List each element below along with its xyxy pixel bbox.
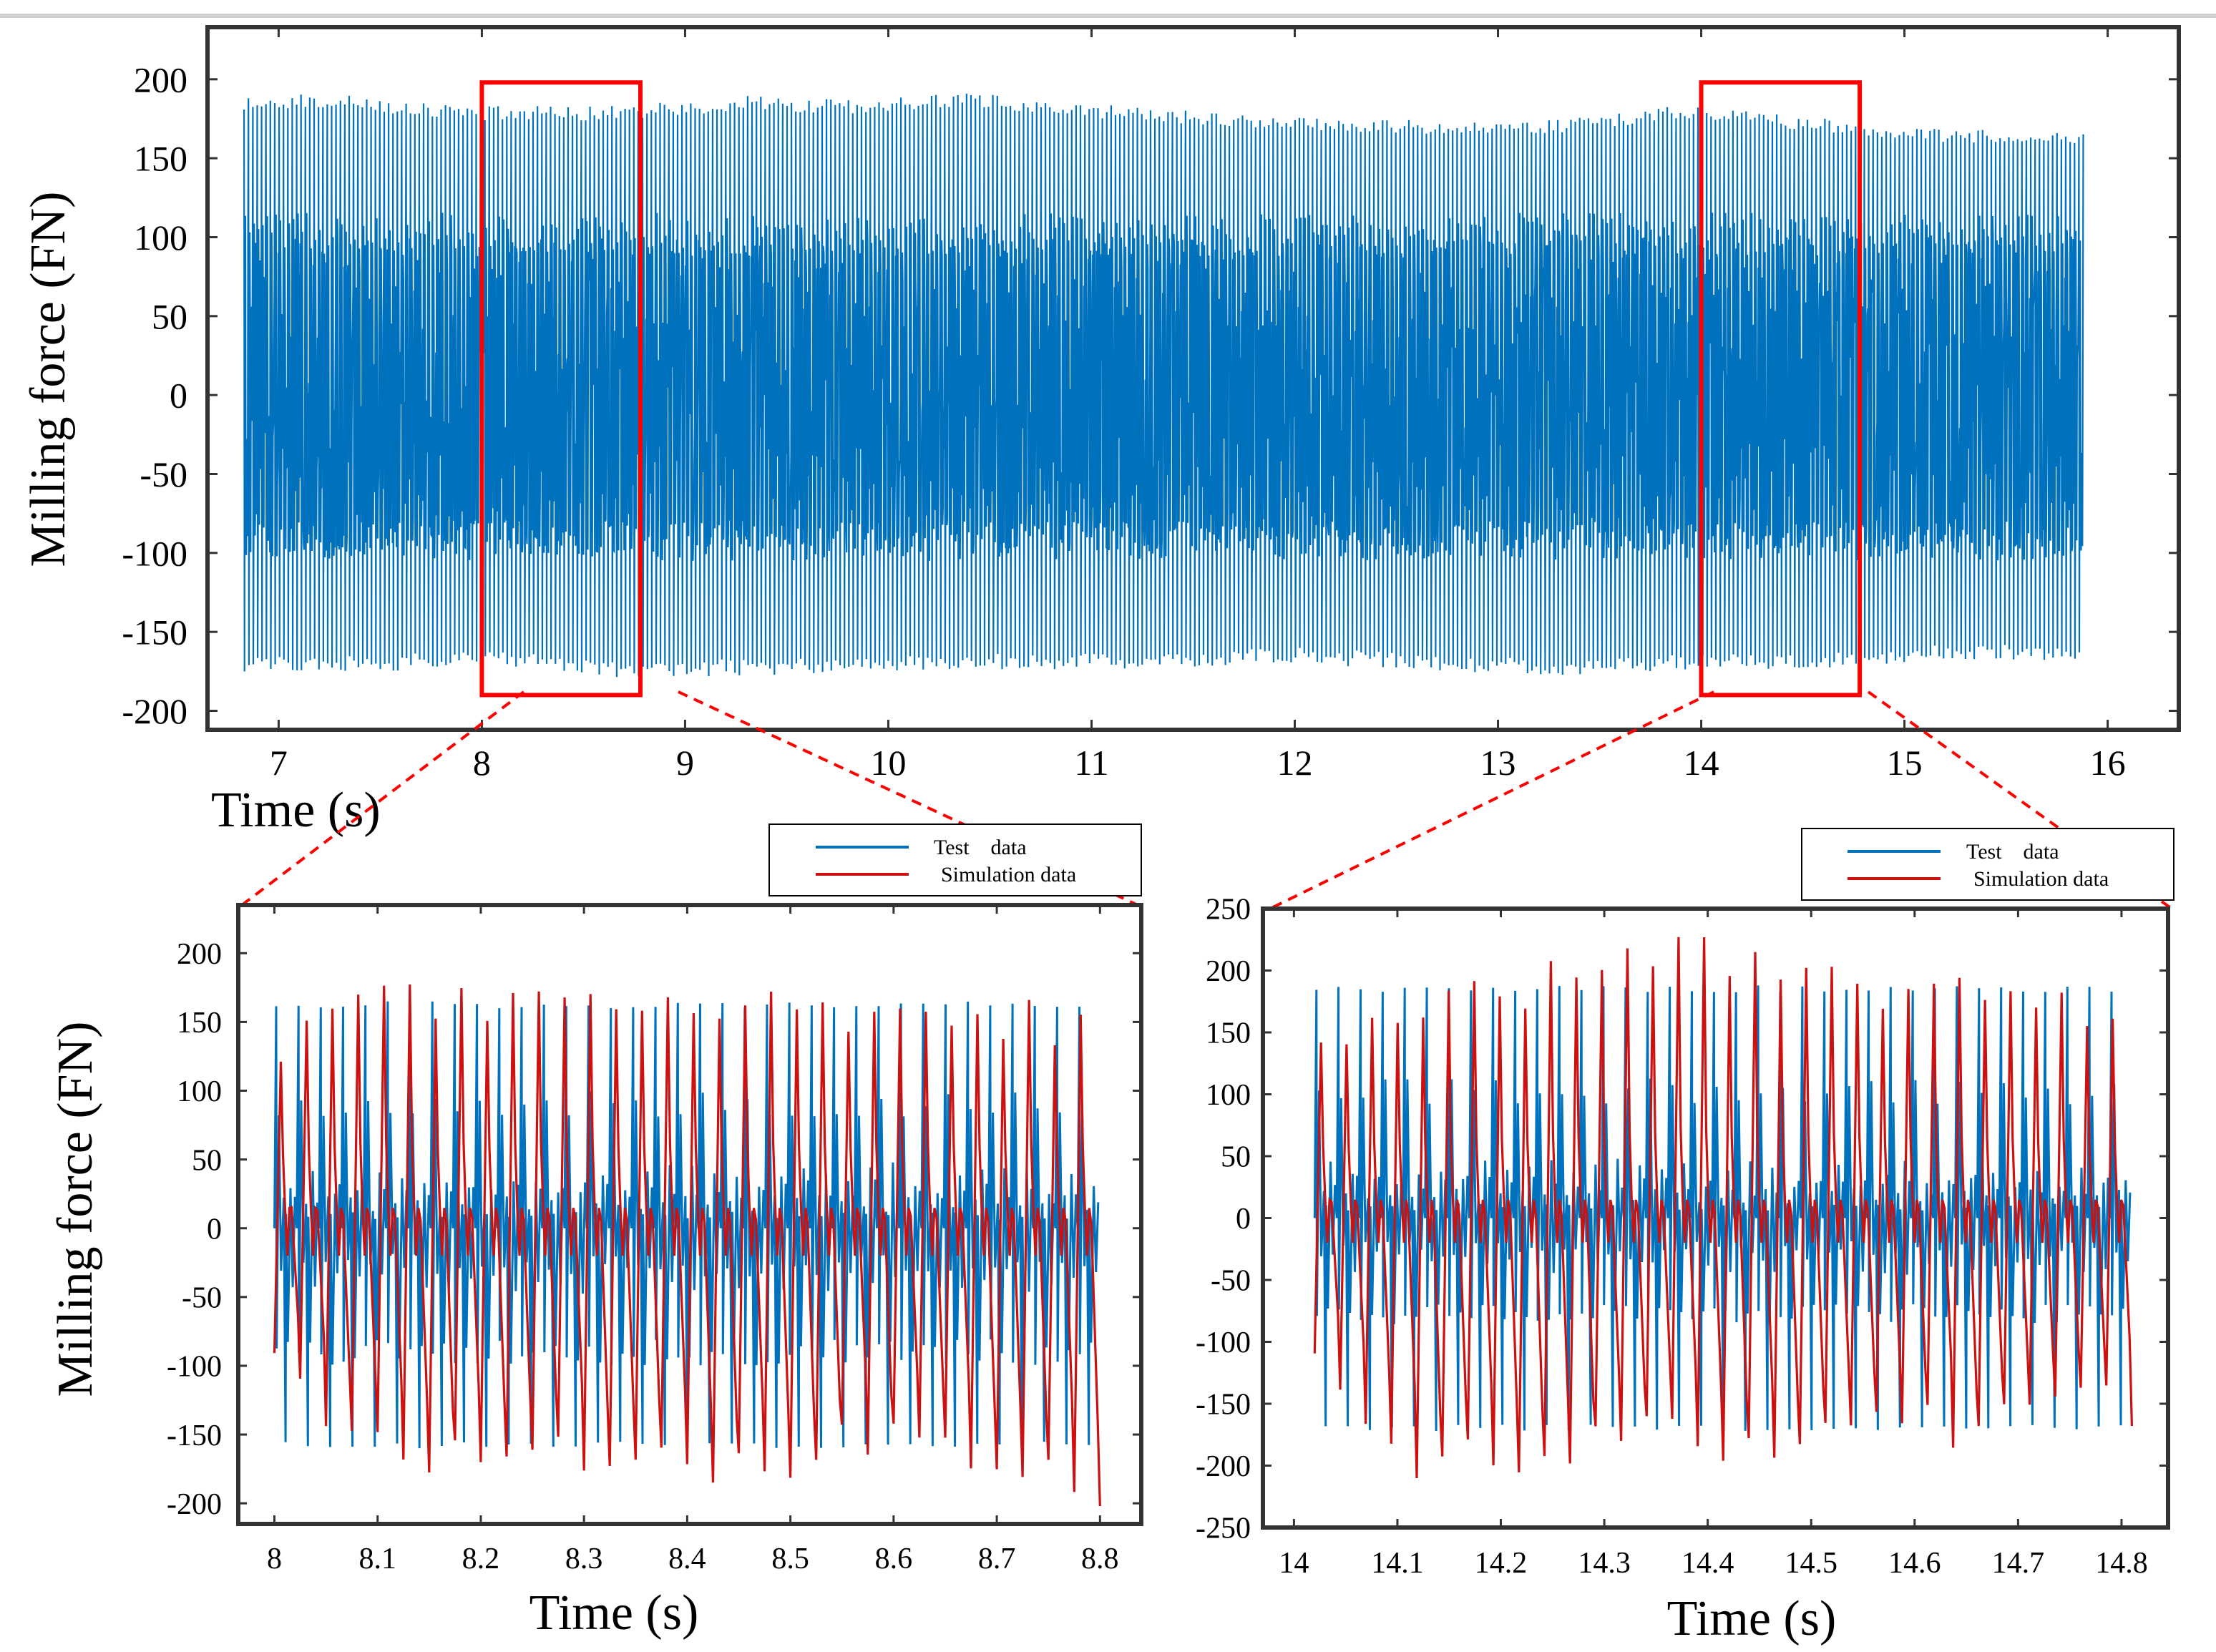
y-tick-label: 0 xyxy=(170,376,187,416)
plot-frame xyxy=(205,25,2181,732)
y-tick-label: -200 xyxy=(167,1488,222,1521)
x-tick-label: 8.8 xyxy=(1081,1543,1119,1575)
plot-series xyxy=(1313,937,2133,1479)
y-tick-label: 0 xyxy=(207,1213,222,1246)
legend: Test data Simulation data xyxy=(768,823,1142,896)
y-tick-label: -100 xyxy=(167,1351,222,1384)
legend-label-test: Test data xyxy=(934,836,1027,859)
y-tick-label: 200 xyxy=(177,938,222,971)
y-tick-label: 50 xyxy=(1221,1141,1251,1174)
y-tick-label: -50 xyxy=(140,454,187,494)
x-tick-label: 8.7 xyxy=(978,1543,1016,1575)
x-axis-ticks: 7 8 9 10 11 12 13 14 15 16 xyxy=(270,27,2126,783)
x-tick-label: 8.6 xyxy=(875,1543,913,1575)
y-tick-label: 50 xyxy=(192,1144,222,1177)
test-data-line xyxy=(1313,985,2132,1432)
x-tick-label: 15 xyxy=(1887,743,1923,783)
x-tick-label: 11 xyxy=(1074,743,1108,783)
connector-right-a xyxy=(1269,690,1714,910)
x-tick-label: 8 xyxy=(267,1543,282,1575)
x-tick-label: 16 xyxy=(2090,743,2126,783)
zoom-boxes xyxy=(479,80,1863,698)
x-tick-label: 14.3 xyxy=(1578,1547,1631,1580)
legend-label-simulation: Simulation data xyxy=(1973,867,2109,891)
zoom-box-2 xyxy=(1699,80,1863,698)
y-tick-label: 150 xyxy=(177,1007,222,1040)
x-axis-ticks: 8 8.1 8.2 8.3 8.4 8.5 8.6 8.7 8.8 xyxy=(267,905,1119,1575)
zoom-box-1 xyxy=(479,80,643,698)
y-tick-label: -150 xyxy=(122,612,187,653)
x-tick-label: 8.4 xyxy=(668,1543,706,1575)
legend-box xyxy=(768,823,1142,896)
x-axis-title: Time (s) xyxy=(211,783,381,838)
x-tick-label: 14.5 xyxy=(1785,1547,1837,1580)
y-tick-label: 0 xyxy=(1236,1203,1251,1236)
x-axis-ticks: 14 14.1 14.2 14.3 14.4 14.5 14.6 14.7 14.8 xyxy=(1279,909,2148,1580)
y-tick-label: 100 xyxy=(1206,1079,1251,1112)
x-tick-label: 14.8 xyxy=(2095,1547,2148,1580)
x-tick-label: 14 xyxy=(1279,1547,1309,1580)
y-tick-label: 150 xyxy=(134,139,187,179)
x-tick-label: 8 xyxy=(473,743,491,783)
simulation-data-line xyxy=(273,984,1101,1507)
legend: Test data Simulation data xyxy=(1801,828,2174,901)
x-tick-label: 7 xyxy=(270,743,288,783)
test-data-series xyxy=(243,93,2084,678)
x-tick-label: 14.7 xyxy=(1992,1547,2045,1580)
y-axis-ticks: -200 -150 -100 -50 0 50 100 150 200 xyxy=(122,59,2179,731)
y-tick-label: -100 xyxy=(1196,1326,1251,1359)
x-tick-label: 12 xyxy=(1277,743,1313,783)
y-tick-label: 100 xyxy=(177,1075,222,1108)
y-tick-label: 150 xyxy=(1206,1017,1251,1050)
x-tick-label: 14.4 xyxy=(1681,1547,1734,1580)
x-axis-title: Time (s) xyxy=(1667,1591,1837,1646)
y-tick-label: -250 xyxy=(1196,1512,1251,1545)
x-tick-label: 8.1 xyxy=(358,1543,396,1575)
y-axis-ticks: -200 -150 -100 -50 0 50 100 150 200 xyxy=(167,938,1141,1521)
y-tick-label: 250 xyxy=(1206,894,1251,927)
x-tick-label: 8.3 xyxy=(565,1543,603,1575)
y-tick-label: -50 xyxy=(182,1282,222,1315)
zoom-chart-right: Test data Simulation data 14 14.1 14.2 14.3… xyxy=(1196,828,2174,1646)
y-tick-label: 50 xyxy=(152,296,187,336)
y-tick-label: -100 xyxy=(122,533,187,573)
zoom-chart-left: Test data Simulation data 8 8.1 8.2 8.3 8.4 8… xyxy=(48,823,1143,1641)
y-tick-label: -50 xyxy=(1211,1265,1251,1298)
y-tick-label: 200 xyxy=(1206,955,1251,988)
plot-series xyxy=(273,984,1101,1507)
y-tick-label: -200 xyxy=(1196,1450,1251,1483)
y-axis-title: Milling force (FN) xyxy=(21,192,76,567)
y-tick-label: -150 xyxy=(167,1419,222,1452)
x-tick-label: 8.2 xyxy=(462,1543,500,1575)
x-tick-label: 10 xyxy=(870,743,906,783)
x-tick-label: 9 xyxy=(676,743,694,783)
y-axis-title: Milling force (FN) xyxy=(48,1022,103,1397)
x-axis-title: Time (s) xyxy=(529,1585,699,1641)
legend-label-simulation: Simulation data xyxy=(941,863,1076,886)
plot-frame xyxy=(236,903,1143,1526)
x-tick-label: 13 xyxy=(1480,743,1516,783)
y-tick-label: 100 xyxy=(134,218,187,258)
y-tick-label: 200 xyxy=(134,59,187,99)
test-data-line xyxy=(243,93,2084,678)
x-tick-label: 14 xyxy=(1684,743,1719,783)
legend-box xyxy=(1801,828,2174,901)
test-data-line xyxy=(273,1001,1100,1449)
y-tick-label: -200 xyxy=(122,691,187,731)
y-axis-ticks: -250 -200 -150 -100 -50 0 50 100 150 200 250 xyxy=(1196,894,2168,1545)
connector-left-a xyxy=(240,690,525,906)
x-tick-label: 14.2 xyxy=(1475,1547,1528,1580)
y-tick-label: -150 xyxy=(1196,1389,1251,1422)
x-tick-label: 8.5 xyxy=(771,1543,809,1575)
overview-chart: 7 8 9 10 11 12 13 14 15 16 -200 -150 -100 -50 0 50 100 1… xyxy=(21,25,2181,838)
simulation-data-line xyxy=(1313,937,2133,1479)
x-tick-label: 14.1 xyxy=(1371,1547,1424,1580)
x-tick-label: 14.6 xyxy=(1888,1547,1941,1580)
legend-label-test: Test data xyxy=(1966,840,2059,864)
